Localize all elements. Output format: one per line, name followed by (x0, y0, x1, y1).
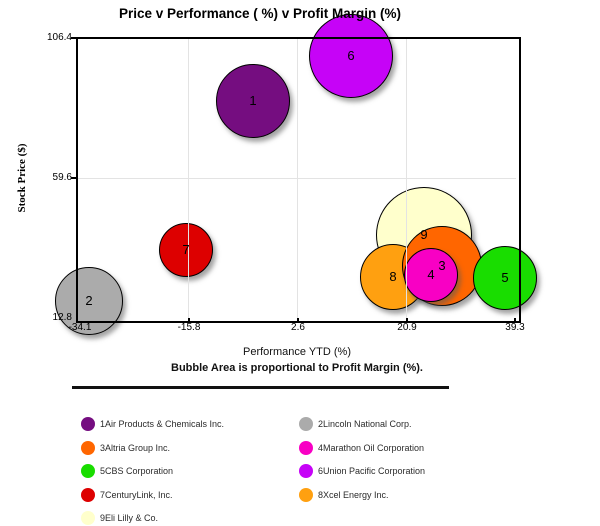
legend-item[interactable]: 4Marathon Oil Corporation (299, 440, 424, 456)
bubble-1[interactable] (216, 64, 290, 138)
legend-item[interactable]: 3Altria Group Inc. (81, 440, 170, 456)
legend-label: 4Marathon Oil Corporation (318, 442, 425, 453)
legend-swatch-icon (299, 417, 313, 431)
legend-swatch-icon (299, 464, 313, 478)
x-tick-label: -34.1 (68, 322, 92, 333)
legend-label: 3Altria Group Inc. (100, 442, 171, 453)
y-axis-title: Stock Price ($) (16, 143, 28, 213)
x-tick-mark (406, 318, 408, 323)
x-tick-mark (297, 318, 299, 323)
legend-item[interactable]: 2Lincoln National Corp. (299, 416, 412, 432)
x-tick-label: -15.8 (177, 322, 201, 333)
x-tick-label: 39.3 (505, 322, 525, 333)
bubble-4[interactable] (404, 248, 458, 302)
x-tick-mark (514, 318, 516, 323)
y-tick-mark (71, 177, 77, 179)
legend-swatch-icon (81, 487, 95, 502)
x-tick-label: 20.9 (397, 322, 417, 333)
y-tick-label: 12.8 (52, 312, 72, 323)
legend-label: 5CBS Corporation (100, 466, 174, 476)
x-tick-label: 2.6 (291, 322, 305, 333)
legend-label: 2Lincoln National Corp. (318, 419, 412, 429)
x-axis-title: Performance YTD (%) (243, 346, 351, 358)
x-tick-mark (188, 318, 190, 323)
legend-item[interactable]: 5CBS Corporation (81, 463, 173, 479)
legend-item[interactable]: 1Air Products & Chemicals Inc. (81, 416, 224, 432)
legend-label: 7CenturyLink, Inc. (100, 489, 173, 500)
legend-item[interactable]: 7CenturyLink, Inc. (81, 487, 173, 503)
bubble-7[interactable] (159, 223, 213, 277)
legend-label: 1Air Products & Chemicals Inc. (100, 419, 225, 429)
y-tick-label: 59.6 (52, 172, 72, 183)
legend-item[interactable]: 9Eli Lilly & Co. (81, 510, 158, 526)
legend-label: 9Eli Lilly & Co. (100, 513, 159, 523)
legend-divider (72, 386, 449, 389)
legend-swatch-icon (81, 417, 95, 431)
legend-label: 6Union Pacific Corporation (318, 466, 426, 476)
bubble-6[interactable] (309, 14, 393, 98)
chart-title: Price v Performance ( %) v Profit Margin… (118, 6, 402, 21)
legend-swatch-icon (81, 511, 95, 525)
y-tick-mark (71, 37, 77, 39)
bubble-2[interactable] (55, 267, 123, 335)
legend-item[interactable]: 8Xcel Energy Inc. (299, 487, 389, 503)
horizontal-gridline (77, 178, 516, 179)
legend-label: 8Xcel Energy Inc. (318, 489, 389, 500)
legend-swatch-icon (299, 487, 313, 502)
y-tick-label: 106.4 (46, 32, 72, 43)
bubble-5[interactable] (473, 246, 537, 310)
legend-swatch-icon (299, 440, 313, 455)
legend-item[interactable]: 6Union Pacific Corporation (299, 463, 425, 479)
legend-swatch-icon (81, 440, 95, 455)
x-axis-note: Bubble Area is proportional to Profit Ma… (171, 362, 423, 374)
legend-swatch-icon (81, 464, 95, 478)
